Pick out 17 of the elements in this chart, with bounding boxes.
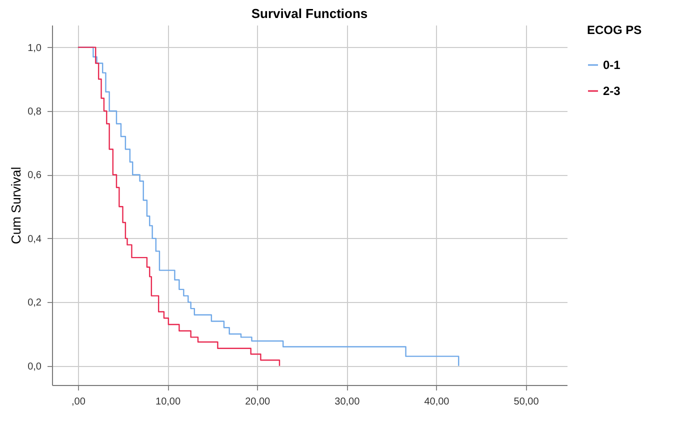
legend-label: 2-3 <box>603 84 621 98</box>
x-tick-label: 20,00 <box>245 396 271 408</box>
y-tick-label: 0,6 <box>28 170 42 182</box>
x-tick-label: 10,00 <box>156 396 181 408</box>
y-axis-title: Cum Survival <box>8 166 24 244</box>
x-tick-label: 40,00 <box>424 396 450 408</box>
y-tick-label: 1,0 <box>28 42 42 54</box>
y-tick-label: 0,8 <box>28 106 42 118</box>
legend-label: 0-1 <box>603 58 621 72</box>
x-tick-label: 50,00 <box>514 396 540 408</box>
chart-title: Survival Functions <box>251 6 368 21</box>
y-tick-label: 0,0 <box>28 361 42 372</box>
y-tick-label: 0,4 <box>28 234 42 245</box>
x-tick-label: 30,00 <box>334 396 360 408</box>
legend-title: ECOG PS <box>587 23 642 37</box>
y-tick-label: 0,2 <box>28 298 42 309</box>
x-tick-label: ,00 <box>72 396 86 408</box>
